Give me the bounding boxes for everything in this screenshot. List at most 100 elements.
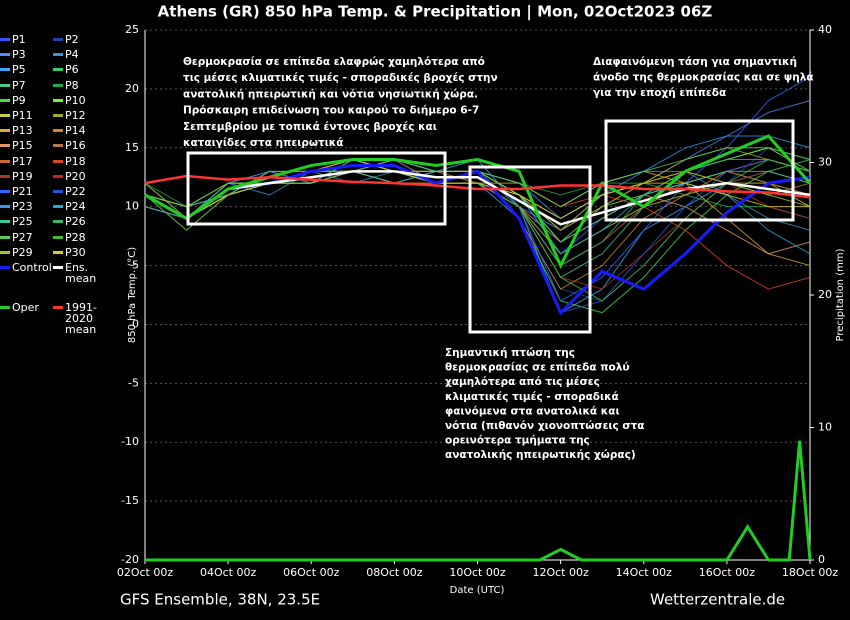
legend-entry: P13 bbox=[0, 125, 58, 136]
y-tick-label: 20 bbox=[125, 82, 139, 95]
y-tick-label: -10 bbox=[121, 435, 139, 448]
legend-entry: P19 bbox=[0, 171, 58, 182]
legend-label: P17 bbox=[12, 154, 33, 168]
legend-label: P7 bbox=[12, 78, 26, 92]
legend-label: P30 bbox=[65, 245, 86, 259]
legend-label: P4 bbox=[65, 48, 79, 62]
legend-label: P8 bbox=[65, 78, 79, 92]
series-line bbox=[144, 170, 811, 226]
annotation-line: Πρόσκαιρη επιδείνωση του καιρού το διήμε… bbox=[183, 105, 479, 117]
x-tick-label: 16Oct 00z bbox=[699, 566, 756, 579]
series-line bbox=[144, 134, 812, 270]
precipitation-line bbox=[145, 440, 812, 562]
legend-swatch bbox=[0, 250, 10, 254]
series-line bbox=[144, 159, 811, 267]
legend-label: P25 bbox=[12, 215, 33, 229]
legend-entry: P24 bbox=[53, 201, 111, 212]
y2-tick-label: 10 bbox=[818, 421, 832, 434]
legend-swatch bbox=[0, 83, 10, 87]
annotation-line: νότια (πιθανόν χιονοπτώσεις στα bbox=[445, 420, 645, 432]
legend-swatch bbox=[0, 144, 10, 148]
legend-label: P20 bbox=[65, 169, 86, 183]
legend-entry: P9 bbox=[0, 95, 58, 106]
chart-title: Athens (GR) 850 hPa Temp. & Precipitatio… bbox=[158, 3, 713, 22]
series-line bbox=[144, 174, 811, 199]
x-tick-label: 18Oct 00z bbox=[782, 566, 839, 579]
legend-entry: Ens. mean bbox=[53, 262, 111, 284]
legend-label: P22 bbox=[65, 185, 86, 198]
legend-swatch bbox=[53, 205, 63, 209]
legend-swatch bbox=[0, 266, 10, 269]
legend-entry: 1991-2020 mean bbox=[53, 302, 111, 335]
legend-swatch bbox=[0, 98, 10, 102]
legend-entry: P15 bbox=[0, 140, 58, 151]
legend-entry: P23 bbox=[0, 201, 58, 212]
y-tick-label: 0 bbox=[132, 317, 139, 330]
legend-label: P12 bbox=[65, 109, 86, 122]
x-tick-label: 06Oct 00z bbox=[283, 566, 340, 579]
highlight-boxes bbox=[186, 119, 795, 334]
legend-swatch bbox=[53, 235, 63, 239]
legend-label: P18 bbox=[65, 154, 86, 168]
legend-entry: P1 bbox=[0, 34, 58, 45]
annotation-line: άνοδο της θερμοκρασίας και σε ψηλά bbox=[593, 72, 814, 84]
legend-entry: P8 bbox=[53, 80, 111, 91]
legend-entry: P3 bbox=[0, 49, 58, 60]
legend-label: P2 bbox=[65, 33, 79, 46]
y2-axis-label: Precipitation (mm) bbox=[835, 248, 846, 341]
legend-label: Oper bbox=[12, 300, 39, 314]
legend-label: P1 bbox=[12, 33, 26, 46]
annotation-line: Θερμοκρασία σε επίπεδα ελαφρώς χαμηλότερ… bbox=[183, 56, 485, 68]
legend-swatch bbox=[53, 68, 63, 72]
annotation-line: καταιγίδες στα ηπειρωτικά bbox=[183, 137, 343, 149]
legend-swatch bbox=[53, 250, 63, 254]
legend-entry: P25 bbox=[0, 216, 58, 227]
series-line bbox=[144, 159, 811, 314]
legend-label: P5 bbox=[12, 63, 26, 77]
legend-label: P24 bbox=[65, 200, 86, 214]
annotation-line: θερμοκρασίας σε επίπεδα πολύ bbox=[445, 362, 629, 374]
legend-entry: P18 bbox=[53, 156, 111, 167]
legend-label: P27 bbox=[12, 230, 33, 244]
legend-swatch bbox=[0, 205, 10, 209]
y2-tick-label: 20 bbox=[818, 288, 832, 301]
legend-swatch bbox=[0, 190, 10, 193]
legend-swatch bbox=[53, 129, 63, 133]
x-tick-label: 10Oct 00z bbox=[449, 566, 506, 579]
legend-label: P3 bbox=[12, 48, 26, 62]
legend-entry: P7 bbox=[0, 80, 58, 91]
legend-swatch bbox=[0, 114, 10, 117]
footer-site: Wetterzentrale.de bbox=[650, 591, 785, 609]
highlight-box bbox=[604, 119, 795, 222]
annotation-line: ανατολική ηπειρωτική και νότια νησιωτική… bbox=[183, 88, 478, 100]
annotation-line: ορεινότερα τμήματα της bbox=[445, 435, 590, 447]
legend-label: Control bbox=[12, 261, 52, 274]
legend-label: Ens. mean bbox=[65, 261, 97, 285]
legend-swatch bbox=[0, 68, 10, 72]
legend-entry: P10 bbox=[53, 95, 111, 106]
annotation-line: φαινόμενα στα ανατολικά και bbox=[445, 405, 620, 417]
series-line bbox=[144, 158, 811, 314]
legend-swatch bbox=[0, 38, 10, 41]
x-tick-label: 14Oct 00z bbox=[616, 566, 673, 579]
annotation-line: Σημαντική πτώση της bbox=[445, 347, 575, 359]
x-tick-label: 02Oct 00z bbox=[117, 566, 174, 579]
y-tick-label: 10 bbox=[125, 200, 139, 213]
y2-tick-label: 40 bbox=[818, 23, 832, 36]
legend-swatch bbox=[0, 235, 10, 239]
legend-label: P15 bbox=[12, 139, 33, 153]
legend-swatch bbox=[53, 144, 63, 148]
annotation-line: κλιματικές τιμές - σποραδικά bbox=[445, 391, 619, 403]
legend-entry: Control bbox=[0, 262, 58, 273]
legend-label: P9 bbox=[12, 93, 26, 107]
x-axis-label: Date (UTC) bbox=[450, 585, 505, 596]
y-tick-label: 25 bbox=[125, 23, 139, 36]
legend-label: P21 bbox=[12, 185, 33, 198]
legend-swatch bbox=[53, 114, 63, 117]
legend-label: P23 bbox=[12, 200, 33, 214]
legend-label: P6 bbox=[65, 63, 79, 77]
legend-label: P11 bbox=[12, 109, 33, 122]
y-tick-label: 15 bbox=[125, 141, 139, 154]
legend-swatch bbox=[53, 220, 63, 224]
